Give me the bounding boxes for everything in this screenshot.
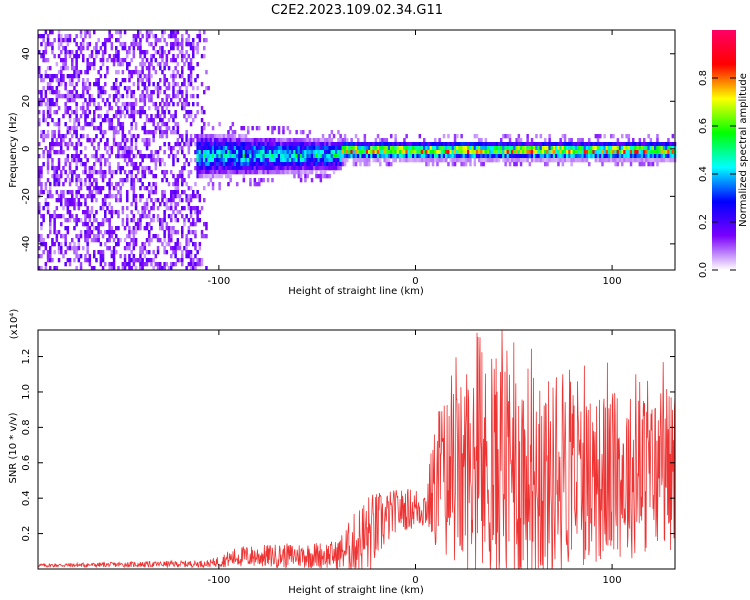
snr-xtick-label: 100 (603, 575, 622, 586)
colorbar-tick-label: 0.6 (698, 118, 709, 134)
spectrogram-ytick-label: 20 (21, 95, 32, 108)
snr-ytick-label: 0.6 (21, 455, 32, 471)
snr-multiplier: (x10⁴) (9, 309, 20, 340)
spectrogram-ytick-label: 40 (21, 47, 32, 60)
snr-xlabel: Height of straight line (km) (288, 585, 424, 596)
snr-frame (37, 329, 676, 570)
snr-xtick-label: 0 (412, 575, 418, 586)
snr-ticks: -100 0 100 0.2 0.4 0.6 0.8 1.0 1.2 (21, 330, 675, 586)
snr-ytick-label: 1.0 (21, 384, 32, 400)
spectrogram-ytick-label: 0 (21, 146, 32, 152)
colorbar-label: Normalized spectral amplitude (738, 73, 749, 227)
colorbar: 0.0 0.2 0.4 0.6 0.8 Normalized spectral ampl… (698, 30, 749, 278)
snr-ytick-label: 1.2 (21, 349, 32, 365)
spectrogram-ytick-label: -20 (21, 188, 32, 204)
snr-ytick-label: 0.8 (21, 419, 32, 435)
spectrogram-xtick-label: 100 (603, 276, 622, 287)
spectrogram-cells (38, 30, 677, 271)
snr-panel: -100 0 100 0.2 0.4 0.6 0.8 1.0 1.2 Height of str… (8, 309, 676, 596)
spectrogram-ytick-label: -40 (21, 236, 32, 252)
snr-ytick-label: 0.2 (21, 526, 32, 542)
colorbar-tick-label: 0.2 (698, 214, 709, 230)
spectrogram-xtick-label: -100 (208, 276, 231, 287)
snr-series-line (37, 329, 676, 570)
colorbar-gradient (712, 30, 736, 270)
colorbar-tick-label: 0.8 (698, 70, 709, 86)
figure-title: C2E2.2023.109.02.34.G11 (271, 3, 443, 18)
spectrogram-xtick-label: 0 (412, 276, 418, 287)
snr-ytick-label: 0.4 (21, 490, 32, 506)
colorbar-ticks: 0.0 0.2 0.4 0.6 0.8 (698, 70, 736, 278)
spectrogram-ylabel: Frequency (Hz) (8, 112, 19, 188)
colorbar-tick-label: 0.0 (698, 262, 709, 278)
spectrogram-panel: -100 0 100 -40 -20 0 20 40 Height of straight l… (8, 29, 677, 297)
snr-xtick-label: -100 (208, 575, 231, 586)
spectrogram-ticks: -100 0 100 -40 -20 0 20 40 (21, 30, 675, 287)
snr-ylabel: SNR (10 * v/v) (8, 412, 19, 483)
spectrogram-xlabel: Height of straight line (km) (288, 286, 424, 297)
spectrogram-frame (37, 29, 676, 271)
colorbar-tick-label: 0.4 (698, 166, 709, 182)
